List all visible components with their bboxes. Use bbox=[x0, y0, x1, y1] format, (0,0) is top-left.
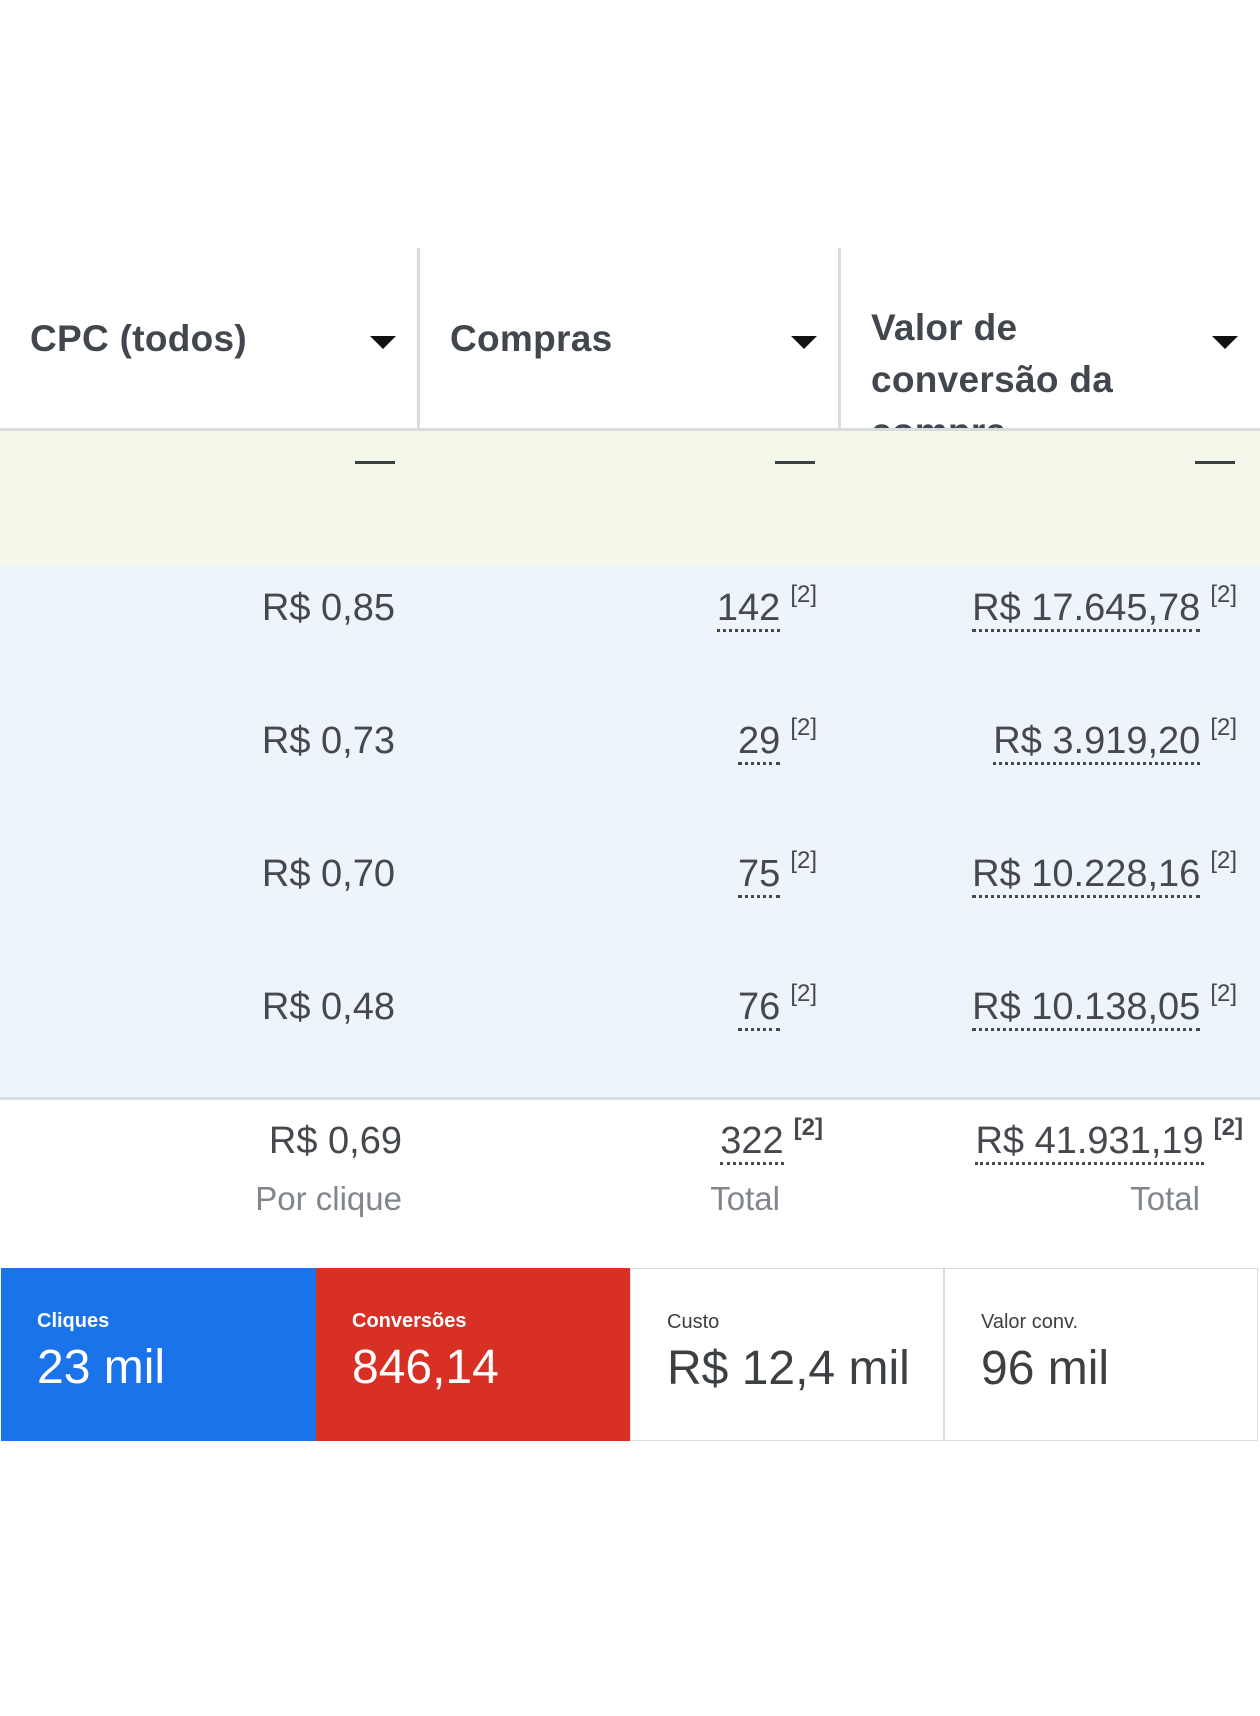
note-marker: [2] bbox=[1210, 581, 1237, 608]
metric-value: R$ 12,4 mil bbox=[667, 1342, 910, 1395]
sort-caret-icon[interactable] bbox=[370, 336, 396, 349]
compras-value[interactable]: 29 bbox=[738, 720, 781, 765]
note-marker: [2] bbox=[1210, 847, 1237, 874]
total-cpc-label: Por clique bbox=[255, 1180, 402, 1217]
totals-row: R$ 0,69 Por clique 322 [2] Total R$ 41.93… bbox=[0, 1100, 1260, 1270]
valor-cell[interactable]: R$ 10.138,05 [2] bbox=[972, 980, 1237, 1031]
table-row[interactable]: R$ 0,85 142 [2] R$ 17.645,78 [2] bbox=[0, 565, 1260, 698]
compras-cell[interactable]: 75 [2] bbox=[738, 847, 817, 898]
table-row[interactable]: R$ 0,73 29 [2] R$ 3.919,20 [2] bbox=[0, 698, 1260, 831]
header-cpc[interactable]: CPC (todos) bbox=[30, 248, 400, 430]
valor-cell[interactable]: R$ 3.919,20 [2] bbox=[993, 714, 1237, 765]
header-valor-label: Valor de conversão da compra bbox=[871, 307, 1114, 428]
sort-caret-icon[interactable] bbox=[791, 336, 817, 349]
total-valor-cell[interactable]: R$ 41.931,19 [2] bbox=[975, 1114, 1243, 1165]
valor-value[interactable]: R$ 3.919,20 bbox=[993, 720, 1201, 765]
compras-value[interactable]: 75 bbox=[738, 853, 781, 898]
compras-cell[interactable]: 76 [2] bbox=[738, 980, 817, 1031]
metric-cards: Cliques 23 mil Conversões 846,14 Custo R… bbox=[0, 1268, 1258, 1441]
sort-caret-icon[interactable] bbox=[1212, 336, 1238, 349]
header-divider bbox=[0, 428, 1260, 431]
metric-label: Custo bbox=[667, 1311, 720, 1333]
metric-card-custo[interactable]: Custo R$ 12,4 mil bbox=[630, 1268, 944, 1441]
table-row[interactable]: R$ 0,70 75 [2] R$ 10.228,16 [2] bbox=[0, 831, 1260, 964]
compras-value[interactable]: 142 bbox=[716, 587, 781, 632]
note-marker: [2] bbox=[1210, 714, 1237, 741]
table-row[interactable]: R$ 0,48 76 [2] R$ 10.138,05 [2] bbox=[0, 964, 1260, 1097]
metric-card-cliques[interactable]: Cliques 23 mil bbox=[1, 1268, 316, 1441]
total-compras[interactable]: 322 bbox=[720, 1120, 784, 1165]
total-compras-label: Total bbox=[710, 1180, 780, 1217]
valor-value[interactable]: R$ 10.228,16 bbox=[972, 853, 1201, 898]
totals-divider bbox=[0, 1097, 1260, 1100]
note-marker: [2] bbox=[790, 980, 817, 1007]
note-marker: [2] bbox=[1213, 1114, 1243, 1141]
empty-value-dash bbox=[355, 461, 395, 464]
cpc-cell: R$ 0,48 bbox=[261, 986, 395, 1028]
note-marker: [2] bbox=[790, 714, 817, 741]
metric-value: 23 mil bbox=[37, 1341, 166, 1394]
total-cpc: R$ 0,69 bbox=[268, 1120, 402, 1162]
header-compras-label: Compras bbox=[450, 318, 613, 359]
header-cpc-label: CPC (todos) bbox=[30, 318, 248, 359]
valor-value[interactable]: R$ 17.645,78 bbox=[972, 587, 1201, 632]
empty-value-dash bbox=[1195, 461, 1235, 464]
note-marker: [2] bbox=[793, 1114, 823, 1141]
data-rows: R$ 0,85 142 [2] R$ 17.645,78 [2] R$ 0,73 2… bbox=[0, 565, 1260, 1097]
subtotal-row bbox=[0, 431, 1260, 565]
note-marker: [2] bbox=[790, 581, 817, 608]
metric-card-valor-conv[interactable]: Valor conv. 96 mil bbox=[944, 1268, 1258, 1441]
note-marker: [2] bbox=[1210, 980, 1237, 1007]
header-compras[interactable]: Compras bbox=[450, 248, 820, 430]
compras-cell[interactable]: 142 [2] bbox=[716, 581, 817, 632]
compras-cell[interactable]: 29 [2] bbox=[738, 714, 817, 765]
total-valor[interactable]: R$ 41.931,19 bbox=[975, 1120, 1204, 1165]
metric-label: Conversões bbox=[352, 1310, 467, 1332]
total-compras-cell[interactable]: 322 [2] bbox=[720, 1114, 823, 1165]
metric-value: 846,14 bbox=[352, 1341, 499, 1394]
metric-label: Valor conv. bbox=[981, 1311, 1079, 1333]
cpc-cell: R$ 0,70 bbox=[261, 853, 395, 895]
total-valor-label: Total bbox=[1130, 1180, 1200, 1217]
cpc-cell: R$ 0,73 bbox=[261, 720, 395, 762]
valor-cell[interactable]: R$ 17.645,78 [2] bbox=[972, 581, 1237, 632]
compras-value[interactable]: 76 bbox=[738, 986, 781, 1031]
note-marker: [2] bbox=[790, 847, 817, 874]
metric-card-conversoes[interactable]: Conversões 846,14 bbox=[316, 1268, 630, 1441]
metric-label: Cliques bbox=[37, 1310, 110, 1332]
table-header: CPC (todos) Compras Valor de conversão d… bbox=[0, 248, 1260, 430]
cpc-cell: R$ 0,85 bbox=[261, 587, 395, 629]
valor-cell[interactable]: R$ 10.228,16 [2] bbox=[972, 847, 1237, 898]
metric-value: 96 mil bbox=[981, 1342, 1110, 1395]
header-valor[interactable]: Valor de conversão da compra bbox=[871, 248, 1201, 430]
empty-value-dash bbox=[775, 461, 815, 464]
valor-value[interactable]: R$ 10.138,05 bbox=[972, 986, 1201, 1031]
